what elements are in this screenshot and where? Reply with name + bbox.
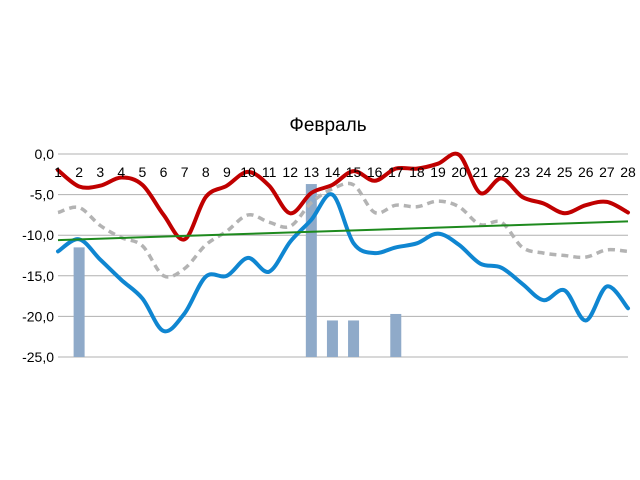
y-tick-label: 0,0 (35, 146, 55, 162)
x-tick-labels: 1 2 3 4 5 6 7 8 9 10 11 12 13 14 15 16 17 18 19 20 21 22 23 24 2… (54, 164, 636, 180)
bar (73, 247, 85, 357)
y-tick-label: -15,0 (22, 268, 54, 284)
bar (348, 320, 360, 357)
y-tick-label: -20,0 (22, 308, 54, 324)
x-tick-label: 25 (557, 164, 573, 180)
line-series (56, 151, 630, 334)
x-tick-label: 18 (409, 164, 425, 180)
x-tick-label: 26 (578, 164, 594, 180)
bar (390, 313, 402, 357)
x-tick-label: 2 (75, 164, 83, 180)
bar (326, 320, 338, 357)
x-tick-label: 5 (139, 164, 147, 180)
series-line (57, 181, 629, 279)
x-tick-label: 21 (472, 164, 488, 180)
y-tick-label: -5,0 (30, 187, 54, 203)
y-tick-label: -10,0 (22, 227, 54, 243)
x-tick-label: 8 (202, 164, 210, 180)
x-tick-label: 27 (599, 164, 615, 180)
series-line (56, 192, 630, 334)
x-tick-label: 11 (262, 164, 277, 180)
x-tick-label: 14 (325, 164, 341, 180)
series-line (56, 151, 630, 242)
x-tick-label: 10 (240, 164, 256, 180)
x-tick-label: 12 (282, 164, 298, 180)
x-tick-label: 15 (346, 164, 362, 180)
x-tick-label: 1 (54, 164, 62, 180)
x-tick-label: 28 (620, 164, 636, 180)
bar-series (73, 184, 402, 357)
trend-line (57, 220, 629, 242)
x-tick-label: 3 (96, 164, 104, 180)
x-tick-label: 20 (451, 164, 467, 180)
x-tick-label: 6 (160, 164, 168, 180)
x-tick-label: 16 (367, 164, 383, 180)
x-tick-label: 22 (494, 164, 510, 180)
x-tick-label: 19 (430, 164, 446, 180)
chart-title: Февраль (289, 115, 366, 136)
y-tick-labels: 0,0 -5,0 -10,0 -15,0 -20,0 -25,0 (22, 146, 54, 365)
x-tick-label: 4 (117, 164, 125, 180)
x-tick-label: 17 (388, 164, 404, 180)
bar (305, 184, 317, 357)
y-tick-label: -25,0 (22, 349, 54, 365)
x-tick-label: 7 (181, 164, 189, 180)
x-tick-label: 24 (536, 164, 552, 180)
x-tick-label: 9 (223, 164, 231, 180)
x-tick-label: 13 (304, 164, 320, 180)
x-tick-label: 23 (515, 164, 531, 180)
